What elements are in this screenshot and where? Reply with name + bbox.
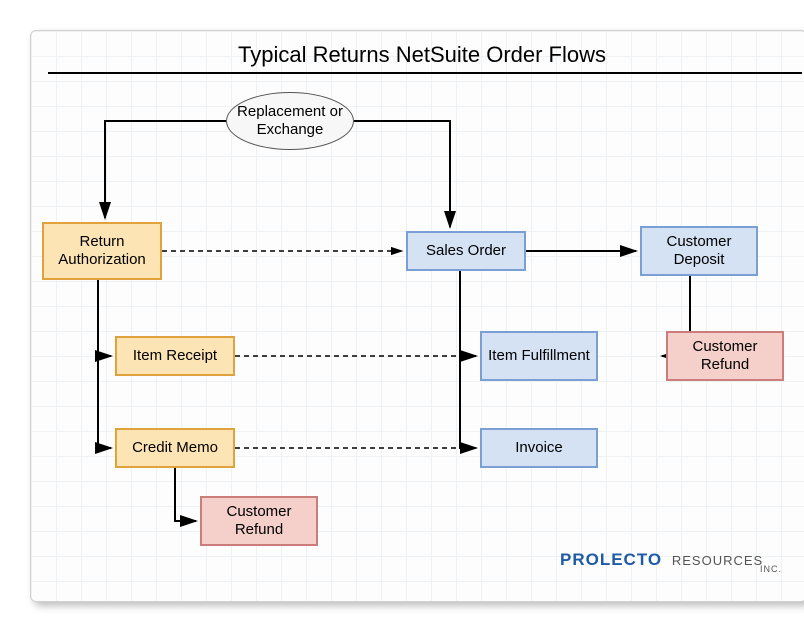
node-label: Return Authorization: [46, 233, 158, 269]
node-label: Credit Memo: [132, 439, 218, 457]
node-item_fulfill: Item Fulfillment: [480, 331, 598, 381]
node-label: Sales Order: [426, 242, 506, 260]
node-invoice: Invoice: [480, 428, 598, 468]
node-cust_refund_l: Customer Refund: [200, 496, 318, 546]
node-label: Replacement or Exchange: [229, 103, 351, 139]
title-rule: [48, 72, 802, 74]
node-label: Item Receipt: [133, 347, 217, 365]
node-return_auth: Return Authorization: [42, 222, 162, 280]
brand-sub: RESOURCES: [672, 553, 763, 568]
node-replacement: Replacement or Exchange: [226, 92, 354, 150]
brand-inc: INC.: [760, 564, 782, 574]
node-item_receipt: Item Receipt: [115, 336, 235, 376]
grid-background: [30, 30, 804, 602]
node-cust_deposit: Customer Deposit: [640, 226, 758, 276]
diagram-canvas: Typical Returns NetSuite Order Flows Rep…: [20, 20, 804, 619]
node-label: Customer Refund: [204, 503, 314, 539]
node-label: Invoice: [515, 439, 563, 457]
node-label: Customer Refund: [670, 338, 780, 374]
node-label: Item Fulfillment: [488, 347, 590, 365]
diagram-title: Typical Returns NetSuite Order Flows: [20, 42, 804, 68]
brand-logo: PROLECTO RESOURCES: [560, 550, 763, 570]
node-cust_refund_r: Customer Refund: [666, 331, 784, 381]
brand-main: PROLECTO: [560, 550, 662, 569]
node-label: Customer Deposit: [644, 233, 754, 269]
node-credit_memo: Credit Memo: [115, 428, 235, 468]
node-sales_order: Sales Order: [406, 231, 526, 271]
